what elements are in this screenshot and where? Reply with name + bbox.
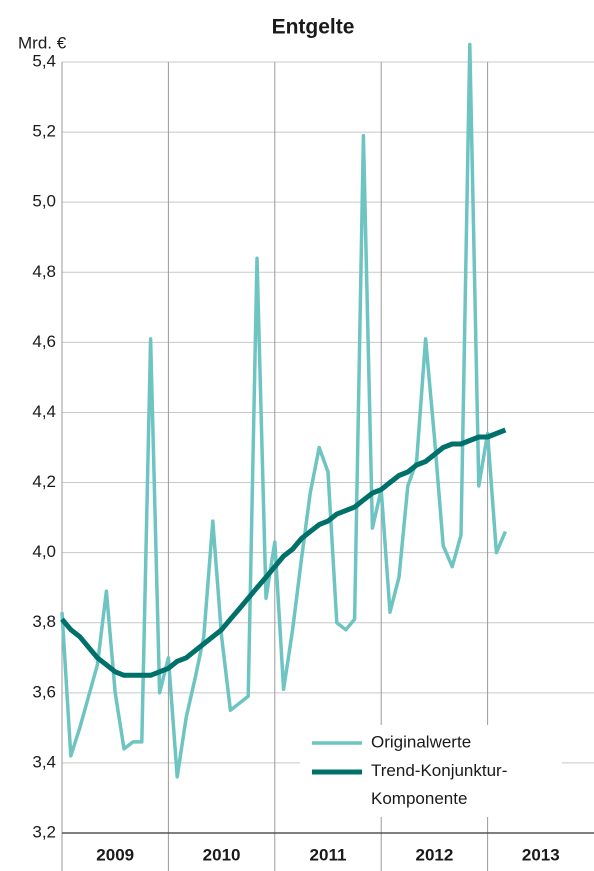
x-tick-label: 2012 — [415, 845, 453, 864]
chart-title: Entgelte — [272, 16, 355, 39]
y-tick-label: 3,2 — [32, 822, 56, 841]
legend: Originalwerte Trend-Konjunktur-Komponente — [300, 725, 562, 817]
data-line — [60, 427, 507, 678]
x-tick-label: 2011 — [310, 845, 347, 864]
legend-label: Originalwerte — [371, 732, 471, 751]
x-tick-label: 2010 — [203, 845, 241, 864]
y-tick-label: 5,2 — [32, 122, 56, 141]
y-tick-label: 4,6 — [32, 332, 56, 351]
legend-label: Trend-Konjunktur-Komponente — [371, 761, 507, 808]
y-tick-label: 5,4 — [32, 51, 56, 70]
y-tick-label: 4,8 — [32, 262, 56, 281]
y-tick-label: 5,0 — [32, 192, 56, 211]
y-axis-label: Mrd. € — [18, 33, 67, 52]
y-tick-label: 3,4 — [32, 752, 56, 771]
y-tick-label: 4,0 — [32, 542, 56, 561]
x-tick-label: 2013 — [522, 845, 560, 864]
y-tick-label: 4,2 — [32, 472, 56, 491]
y-tick-label: 4,4 — [32, 402, 56, 421]
x-tick-label: 2009 — [96, 845, 134, 864]
y-tick-label: 3,8 — [32, 612, 56, 631]
y-tick-label: 3,6 — [32, 682, 56, 701]
data-line — [60, 42, 508, 779]
